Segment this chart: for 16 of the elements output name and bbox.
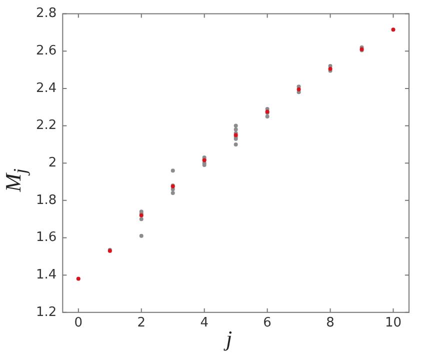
x-tick-label: 0	[74, 316, 83, 331]
y-tick-label: 1.4	[36, 267, 57, 282]
x-tick-label: 8	[326, 316, 334, 331]
x-tick-label: 2	[137, 316, 146, 331]
y-tick-label: 2.8	[36, 6, 57, 22]
x-tick-label: 6	[263, 316, 272, 331]
x-tick-label: 4	[200, 316, 208, 331]
y-tick-label: 2.4	[36, 80, 57, 96]
y-tick-label: 1.8	[36, 192, 57, 208]
x-axis-title: j	[226, 326, 232, 352]
y-tick-label: 2.6	[36, 44, 57, 58]
y-tick-label: 1.2	[36, 304, 57, 320]
y-tick-label: 1.6	[36, 230, 57, 246]
y-tick-label: 2	[48, 155, 57, 170]
y-tick-label: 2.2	[36, 118, 57, 134]
x-tick-label: 10	[384, 316, 402, 331]
